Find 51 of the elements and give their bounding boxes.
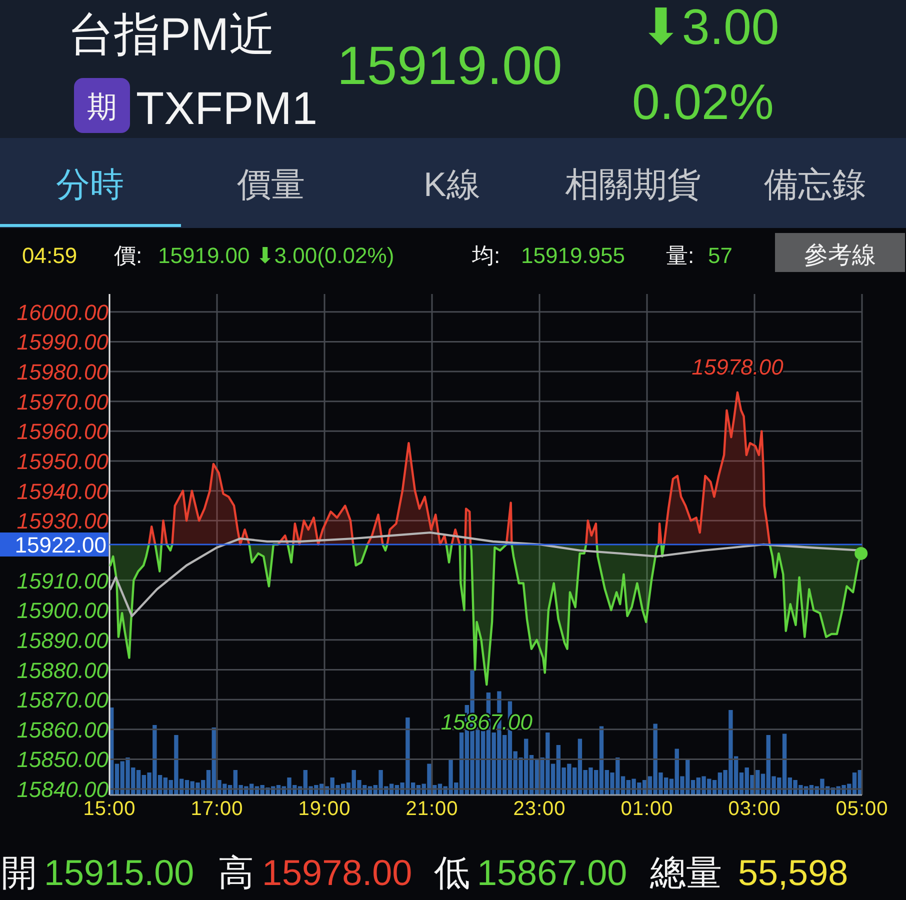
- y-tick-label: 15860.00: [16, 717, 110, 742]
- text: 備忘錄: [764, 166, 866, 204]
- text: 15919.955: [521, 243, 625, 268]
- text: 均:: [471, 243, 500, 268]
- y-tick-label: 15970.00: [16, 389, 110, 414]
- x-tick-label: 05:00: [836, 798, 888, 820]
- x-tick-label: 03:00: [728, 798, 781, 820]
- text: 總量: [649, 852, 722, 893]
- x-tick-label: 23:00: [513, 798, 566, 820]
- text: 15915.00: [44, 852, 194, 893]
- y-tick-label: 15870.00: [16, 688, 110, 713]
- text: 高: [218, 852, 254, 893]
- y-tick-label: 15910.00: [16, 568, 110, 594]
- button: 參考線: [775, 233, 905, 272]
- annotation: 15978.00: [692, 354, 784, 380]
- text: 價量: [237, 166, 305, 204]
- x-tick-label: 01:00: [620, 798, 674, 820]
- text: 15919.00: [337, 36, 562, 96]
- text: 低: [434, 852, 470, 893]
- text: 開: [1, 852, 37, 893]
- text: 量:: [666, 243, 694, 268]
- text: 相關期貨: [565, 166, 701, 204]
- text: 55,598: [738, 852, 848, 893]
- text: 0.02%: [632, 74, 774, 130]
- y-tick-label: 15890.00: [16, 628, 110, 653]
- y-tick-label: 15990.00: [16, 330, 110, 355]
- y-tick-label: 15980.00: [16, 360, 110, 385]
- text: 期: [87, 91, 117, 124]
- text: 15919.00 ⬇3.00(0.02%): [158, 243, 394, 268]
- y-tick-label: 15900.00: [16, 598, 110, 624]
- text: 15978.00: [262, 852, 412, 893]
- text: ⬇3.00: [640, 0, 780, 55]
- y-tick-label: 15940.00: [16, 478, 110, 504]
- y-tick-label: 15880.00: [16, 658, 110, 683]
- y-tick-label: 15950.00: [16, 449, 110, 474]
- text: 04:59: [22, 243, 78, 268]
- x-tick-label: 21:00: [406, 798, 458, 820]
- y-tick-label: 16000.00: [16, 300, 110, 325]
- text: 57: [708, 243, 732, 268]
- y-tick-label: 15960.00: [16, 419, 110, 444]
- text: 15867.00: [477, 852, 628, 893]
- text: K線: [424, 166, 480, 204]
- text: 分時: [56, 166, 124, 204]
- y-tick-label: 15850.00: [16, 747, 110, 772]
- x-tick-label: 19:00: [298, 798, 351, 820]
- x-tick-label: 17:00: [190, 798, 244, 820]
- text: TXFPM1: [136, 82, 318, 134]
- text: 台指PM近: [68, 8, 275, 60]
- y-tick-label: 15930.00: [16, 508, 110, 534]
- text: 價:: [114, 243, 142, 268]
- ref-line-label: 15922.00: [14, 532, 106, 558]
